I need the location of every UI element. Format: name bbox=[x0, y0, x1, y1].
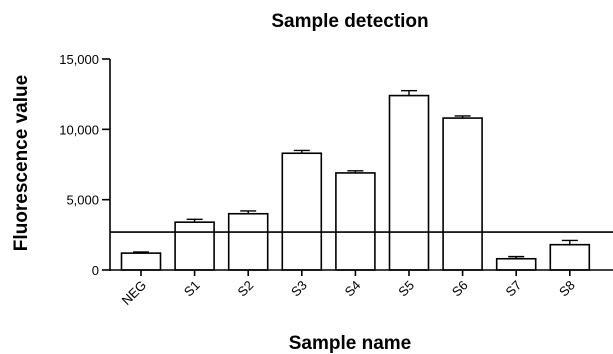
x-tick-label-s1: S1 bbox=[181, 278, 203, 300]
bar-s4 bbox=[335, 172, 376, 271]
y-tick-label: 15,000 bbox=[59, 52, 99, 67]
bar-s5 bbox=[388, 94, 430, 271]
y-tick-label: 0 bbox=[92, 263, 99, 278]
y-axis-label: Fluorescence value bbox=[11, 75, 32, 251]
bar-s8 bbox=[549, 243, 591, 271]
x-tick-label-s5: S5 bbox=[395, 278, 417, 300]
bar-s6 bbox=[442, 117, 483, 271]
x-tick-label-s2: S2 bbox=[234, 278, 256, 300]
y-tick-label: 10,000 bbox=[59, 122, 99, 137]
chart-title: Sample detection bbox=[271, 11, 428, 32]
y-tick-label: 5,000 bbox=[66, 193, 99, 208]
x-tick-label-neg: NEG bbox=[119, 278, 150, 309]
bar-neg bbox=[120, 252, 162, 271]
bar-s7 bbox=[495, 257, 537, 271]
bar-s2 bbox=[227, 212, 269, 271]
x-tick-label-s6: S6 bbox=[449, 278, 471, 300]
x-tick-label-s4: S4 bbox=[342, 278, 364, 300]
x-tick-label-s7: S7 bbox=[502, 278, 524, 300]
bar-s3 bbox=[281, 152, 323, 271]
x-tick-label-s8: S8 bbox=[556, 278, 578, 300]
x-tick-label-s3: S3 bbox=[288, 278, 310, 300]
bar-s1 bbox=[174, 221, 215, 271]
plot-area: 0 5,000 10,000 15,000 NEG S1 S2 S3 S4 S5 S6 S7 S8 bbox=[59, 52, 613, 308]
x-axis-label: Sample name bbox=[289, 333, 412, 354]
